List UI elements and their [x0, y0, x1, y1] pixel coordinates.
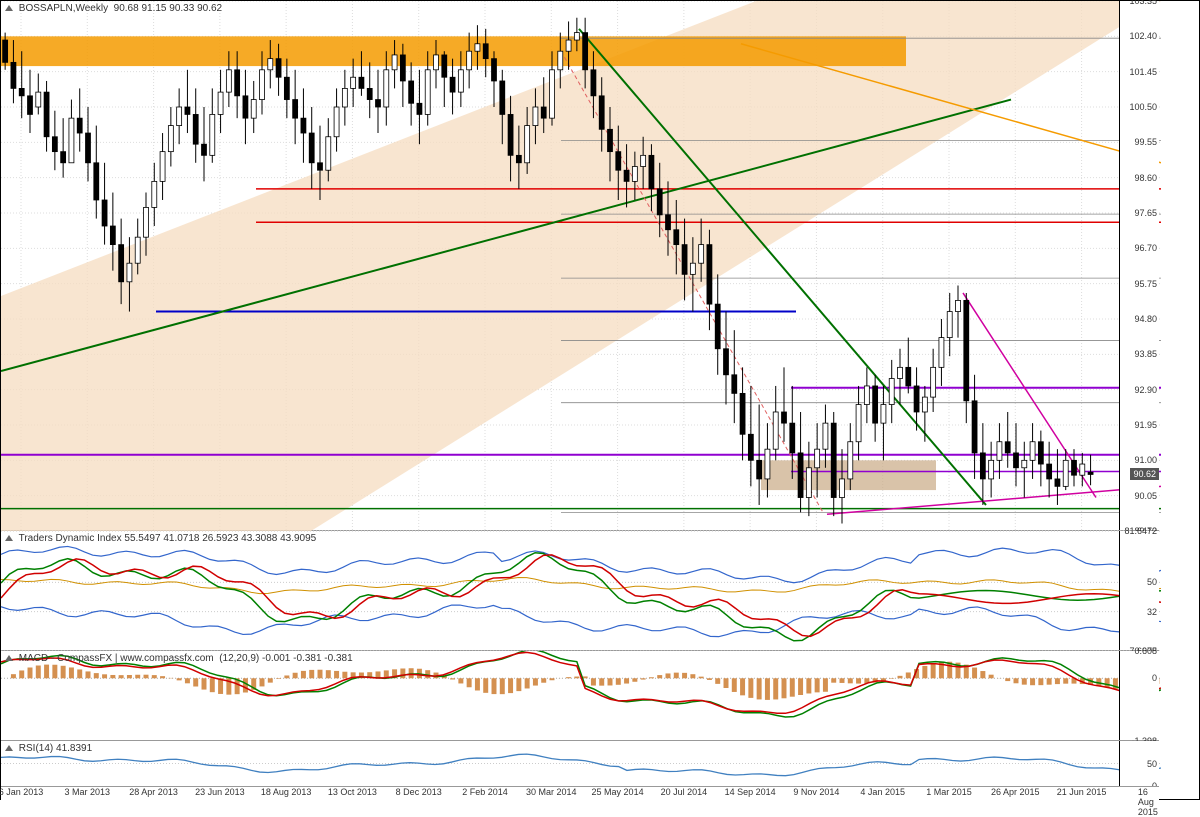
rsi-panel[interactable]: RSI(14) 41.8391 050 [1, 741, 1159, 786]
dropdown-icon[interactable] [5, 535, 13, 541]
chart-title: BOSSAPLN,Weekly 90.68 91.15 90.33 90.62 [5, 3, 222, 14]
chart-container: 100.076.461.850.038.223.60.0 BOSSAPLN,We… [0, 0, 1200, 800]
ohlc-c: 90.62 [197, 3, 222, 14]
symbol-label: BOSSAPLN [19, 3, 73, 14]
rsi-svg [1, 741, 1161, 786]
main-price-panel[interactable]: 100.076.461.850.038.223.60.0 BOSSAPLN,We… [1, 1, 1159, 531]
macd-svg [1, 651, 1161, 741]
dropdown-icon[interactable] [5, 745, 13, 751]
tdi-panel[interactable]: Traders Dynamic Index 55.5497 41.0718 26… [1, 531, 1159, 651]
tdi-title: Traders Dynamic Index 55.5497 41.0718 26… [5, 533, 316, 544]
ohlc-l: 90.33 [169, 3, 194, 14]
macd-y-axis: -1.39800.608 [1119, 651, 1159, 740]
macd-title: MACD - CompassFX | www.compassfx.com (12… [5, 653, 353, 664]
tdi-svg [1, 531, 1161, 651]
dropdown-icon[interactable] [5, 655, 13, 661]
ohlc-o: 90.68 [114, 3, 139, 14]
time-x-axis: 6 Jan 20133 Mar 201328 Apr 201323 Jun 20… [1, 786, 1159, 801]
price-y-axis: 89.1090.0591.0091.9592.9093.8594.8095.75… [1119, 1, 1159, 530]
tdi-y-axis: 7.6975325081.6472 [1119, 531, 1159, 650]
price-chart-svg: 100.076.461.850.038.223.60.0 [1, 1, 1161, 531]
dropdown-icon[interactable] [5, 5, 13, 11]
rsi-y-axis: 050 [1119, 741, 1159, 786]
rsi-title: RSI(14) 41.8391 [5, 743, 92, 754]
macd-panel[interactable]: MACD - CompassFX | www.compassfx.com (12… [1, 651, 1159, 741]
timeframe-label: Weekly [75, 3, 108, 14]
ohlc-h: 91.15 [141, 3, 166, 14]
